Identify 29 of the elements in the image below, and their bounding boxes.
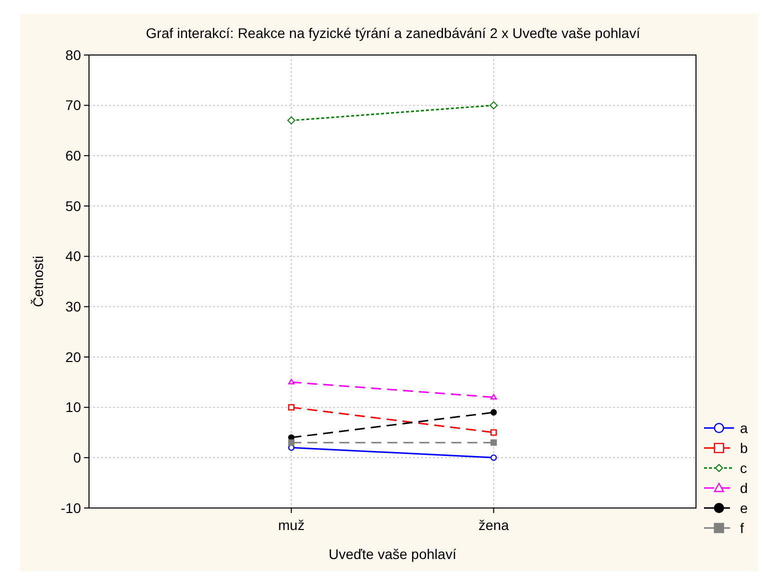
x-tick-label: žena	[478, 517, 510, 533]
y-tick-label: 0	[73, 450, 82, 466]
y-tick-label: 40	[65, 248, 82, 264]
legend-label: a	[740, 420, 748, 436]
y-tick-label: 50	[65, 198, 82, 214]
point	[288, 404, 295, 411]
x-tick-label: muž	[278, 517, 305, 533]
x-axis-title: Uveďte vaše pohlaví	[328, 546, 456, 562]
y-tick-label: 80	[65, 46, 82, 63]
point	[490, 439, 497, 446]
legend-label: d	[740, 480, 748, 496]
legend-label: b	[740, 440, 748, 456]
point	[287, 116, 296, 124]
y-tick-label: -10	[60, 500, 82, 516]
y-tick-label: 70	[65, 97, 82, 114]
y-tick-label: 10	[65, 399, 82, 416]
point	[288, 439, 295, 446]
legend-label: f	[740, 520, 744, 536]
y-tick-label: 20	[65, 348, 82, 365]
point	[490, 101, 498, 110]
legend-label: c	[740, 460, 747, 476]
point	[490, 454, 497, 461]
y-axis-title: Četnosti	[30, 256, 46, 308]
y-tick-label: 60	[65, 148, 82, 164]
point	[490, 429, 497, 436]
y-tick-label: 30	[65, 298, 82, 315]
chart-title: Graf interakcí: Reakce na fyzické týrání a zanedbávání 2 x Uveďte vaše pohlaví	[146, 25, 640, 41]
point	[490, 409, 497, 416]
legend-label: e	[740, 500, 748, 516]
